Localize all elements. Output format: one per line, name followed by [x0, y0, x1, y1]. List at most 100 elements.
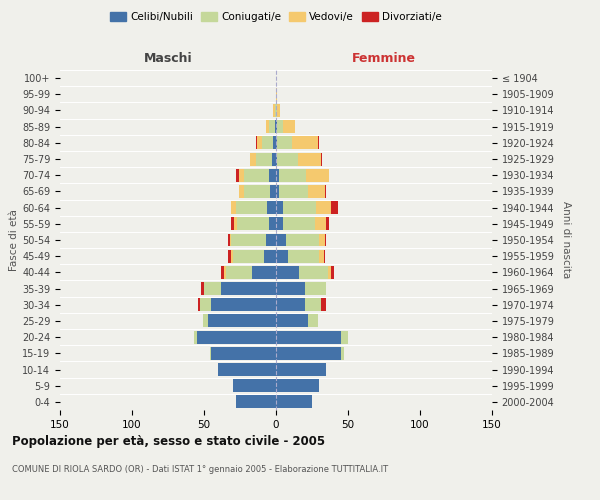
- Text: Femmine: Femmine: [352, 52, 416, 65]
- Bar: [331, 201, 338, 214]
- Bar: [276, 298, 305, 311]
- Y-axis label: Anni di nascita: Anni di nascita: [561, 202, 571, 278]
- Bar: [210, 347, 211, 360]
- Bar: [306, 169, 329, 181]
- Bar: [277, 120, 283, 133]
- Bar: [269, 218, 276, 230]
- Bar: [273, 136, 276, 149]
- Bar: [320, 298, 326, 311]
- Bar: [232, 234, 266, 246]
- Bar: [265, 250, 276, 262]
- Text: Maschi: Maschi: [143, 52, 193, 65]
- Bar: [266, 234, 276, 246]
- Bar: [331, 266, 334, 279]
- Bar: [276, 282, 305, 295]
- Bar: [315, 218, 326, 230]
- Bar: [276, 396, 312, 408]
- Bar: [276, 88, 277, 101]
- Bar: [200, 298, 211, 311]
- Bar: [232, 250, 233, 262]
- Bar: [239, 185, 244, 198]
- Bar: [224, 266, 226, 279]
- Bar: [325, 234, 326, 246]
- Bar: [341, 347, 344, 360]
- Bar: [276, 363, 326, 376]
- Bar: [244, 185, 270, 198]
- Bar: [276, 169, 279, 181]
- Bar: [221, 282, 276, 295]
- Bar: [234, 218, 237, 230]
- Text: COMUNE DI RIOLA SARDO (OR) - Dati ISTAT 1° gennaio 2005 - Elaborazione TUTTITALI: COMUNE DI RIOLA SARDO (OR) - Dati ISTAT …: [12, 465, 388, 474]
- Bar: [230, 234, 232, 246]
- Bar: [272, 152, 276, 166]
- Bar: [276, 120, 277, 133]
- Bar: [323, 250, 325, 262]
- Bar: [292, 136, 318, 149]
- Bar: [236, 201, 268, 214]
- Bar: [276, 185, 279, 198]
- Bar: [270, 185, 276, 198]
- Bar: [276, 201, 283, 214]
- Bar: [279, 169, 306, 181]
- Bar: [276, 152, 277, 166]
- Bar: [283, 218, 315, 230]
- Bar: [233, 379, 276, 392]
- Bar: [305, 298, 320, 311]
- Bar: [244, 169, 269, 181]
- Bar: [203, 314, 208, 328]
- Bar: [211, 347, 276, 360]
- Bar: [276, 218, 283, 230]
- Bar: [298, 152, 320, 166]
- Bar: [233, 250, 265, 262]
- Bar: [221, 266, 224, 279]
- Bar: [269, 120, 275, 133]
- Bar: [266, 120, 269, 133]
- Bar: [276, 136, 277, 149]
- Bar: [287, 250, 319, 262]
- Bar: [286, 234, 319, 246]
- Bar: [236, 396, 276, 408]
- Bar: [276, 347, 341, 360]
- Bar: [275, 104, 276, 117]
- Bar: [283, 201, 316, 214]
- Bar: [320, 152, 322, 166]
- Bar: [276, 250, 287, 262]
- Bar: [283, 120, 295, 133]
- Bar: [319, 234, 325, 246]
- Bar: [341, 330, 348, 344]
- Bar: [325, 185, 326, 198]
- Bar: [277, 104, 280, 117]
- Bar: [232, 201, 236, 214]
- Bar: [194, 330, 197, 344]
- Bar: [316, 201, 331, 214]
- Bar: [257, 136, 262, 149]
- Bar: [308, 185, 325, 198]
- Bar: [250, 152, 256, 166]
- Bar: [276, 104, 277, 117]
- Bar: [211, 298, 276, 311]
- Bar: [319, 250, 323, 262]
- Bar: [262, 136, 273, 149]
- Bar: [256, 136, 257, 149]
- Bar: [299, 266, 328, 279]
- Bar: [276, 234, 286, 246]
- Bar: [276, 266, 299, 279]
- Bar: [197, 330, 276, 344]
- Bar: [198, 298, 200, 311]
- Bar: [237, 218, 269, 230]
- Bar: [218, 363, 276, 376]
- Bar: [276, 379, 319, 392]
- Bar: [226, 266, 251, 279]
- Bar: [251, 266, 276, 279]
- Bar: [273, 104, 275, 117]
- Bar: [276, 314, 308, 328]
- Bar: [201, 282, 204, 295]
- Bar: [328, 266, 331, 279]
- Bar: [236, 169, 239, 181]
- Bar: [277, 136, 292, 149]
- Bar: [276, 330, 341, 344]
- Bar: [229, 234, 230, 246]
- Bar: [268, 201, 276, 214]
- Bar: [269, 169, 276, 181]
- Bar: [279, 185, 308, 198]
